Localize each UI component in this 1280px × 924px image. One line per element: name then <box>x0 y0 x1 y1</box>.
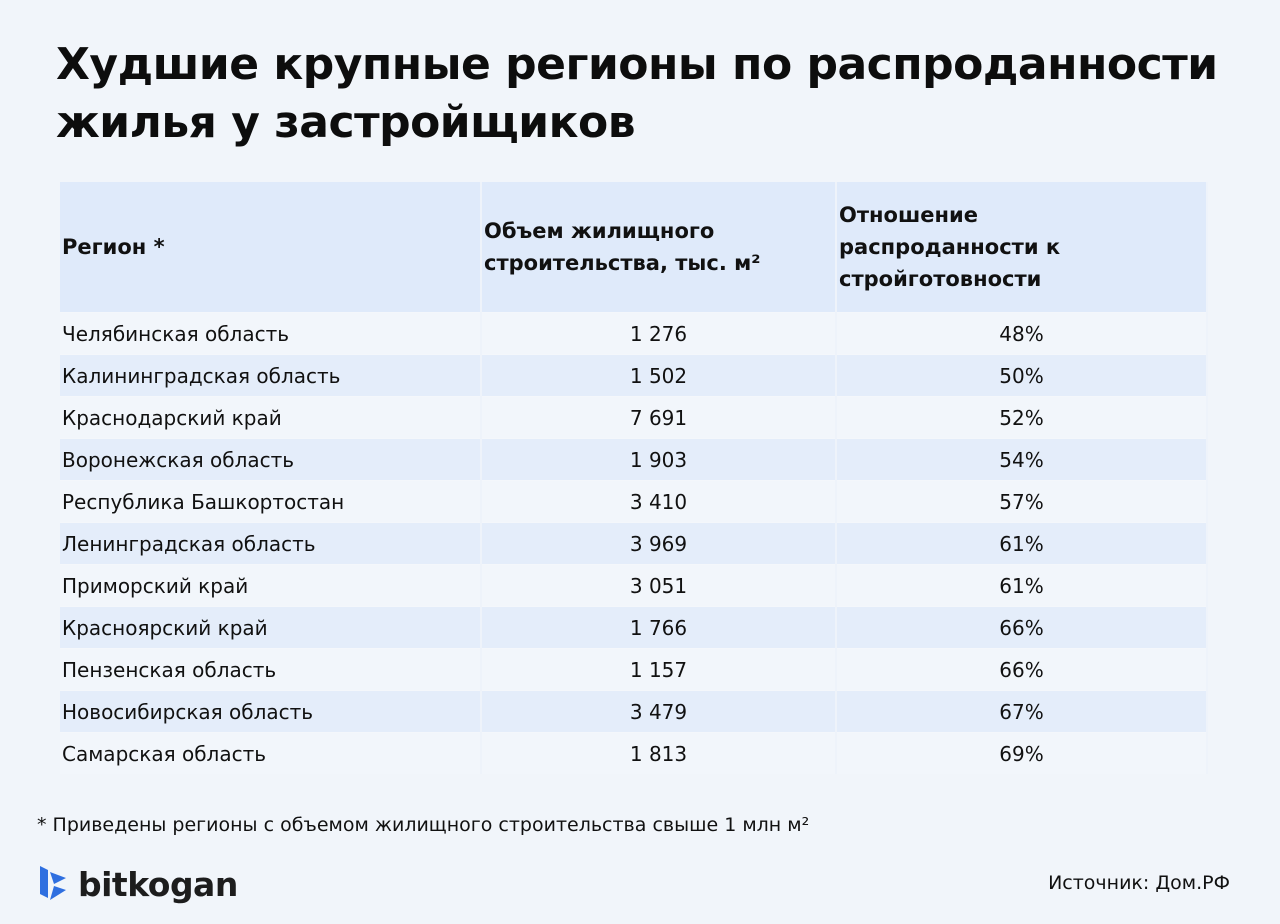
cell-ratio: 54% <box>836 438 1208 481</box>
table-row: Новосибирская область 3 479 67% <box>60 690 1208 733</box>
cell-volume: 1 903 <box>481 438 837 481</box>
header-region: Регион * <box>60 182 482 313</box>
cell-region: Ленинградская область <box>60 522 482 565</box>
header-ratio: Отношение распроданности к стройготовнос… <box>836 182 1208 313</box>
cell-volume: 1 157 <box>481 648 837 691</box>
cell-volume: 1 502 <box>481 354 837 397</box>
cell-region: Челябинская область <box>60 312 482 355</box>
cell-region: Приморский край <box>60 564 482 607</box>
table-row: Калининградская область 1 502 50% <box>60 354 1208 397</box>
cell-ratio: 61% <box>836 522 1208 565</box>
logo: bitkogan <box>38 864 238 904</box>
cell-region: Красноярский край <box>60 606 482 649</box>
cell-ratio: 69% <box>836 732 1208 774</box>
cell-ratio: 67% <box>836 690 1208 733</box>
cell-volume: 1 766 <box>481 606 837 649</box>
cell-ratio: 57% <box>836 480 1208 523</box>
cell-ratio: 50% <box>836 354 1208 397</box>
cell-region: Пензенская область <box>60 648 482 691</box>
page-title: Худшие крупные регионы по распроданности… <box>56 39 1218 148</box>
cell-volume: 1 276 <box>481 312 837 355</box>
cell-ratio: 66% <box>836 648 1208 691</box>
cell-region: Республика Башкортостан <box>60 480 482 523</box>
table-row: Приморский край 3 051 61% <box>60 564 1208 607</box>
table-row: Краснодарский край 7 691 52% <box>60 396 1208 439</box>
table-row: Республика Башкортостан 3 410 57% <box>60 480 1208 523</box>
cell-region: Воронежская область <box>60 438 482 481</box>
bitkogan-logo-icon <box>40 866 66 900</box>
cell-volume: 1 813 <box>481 732 837 774</box>
cell-region: Новосибирская область <box>60 690 482 733</box>
table-row: Воронежская область 1 903 54% <box>60 438 1208 481</box>
cell-volume: 3 969 <box>481 522 837 565</box>
source: Источник: Дом.РФ <box>1048 872 1230 894</box>
table-header: Регион * Объем жилищного строительства, … <box>60 182 1208 313</box>
header-volume: Объем жилищного строительства, тыс. м² <box>481 182 837 313</box>
cell-region: Самарская область <box>60 732 482 774</box>
cell-ratio: 48% <box>836 312 1208 355</box>
table-row: Ленинградская область 3 969 61% <box>60 522 1208 565</box>
cell-region: Калининградская область <box>60 354 482 397</box>
cell-ratio: 52% <box>836 396 1208 439</box>
regions-table: Регион * Объем жилищного строительства, … <box>60 182 1208 774</box>
table-row: Челябинская область 1 276 48% <box>60 312 1208 355</box>
logo-text: bitkogan <box>78 864 238 904</box>
cell-volume: 3 410 <box>481 480 837 523</box>
table-row: Самарская область 1 813 69% <box>60 732 1208 774</box>
cell-volume: 3 051 <box>481 564 837 607</box>
cell-ratio: 61% <box>836 564 1208 607</box>
cell-ratio: 66% <box>836 606 1208 649</box>
cell-volume: 7 691 <box>481 396 837 439</box>
cell-region: Краснодарский край <box>60 396 482 439</box>
cell-volume: 3 479 <box>481 690 837 733</box>
footnote: * Приведены регионы с объемом жилищного … <box>37 814 810 836</box>
table-row: Пензенская область 1 157 66% <box>60 648 1208 691</box>
table-row: Красноярский край 1 766 66% <box>60 606 1208 649</box>
